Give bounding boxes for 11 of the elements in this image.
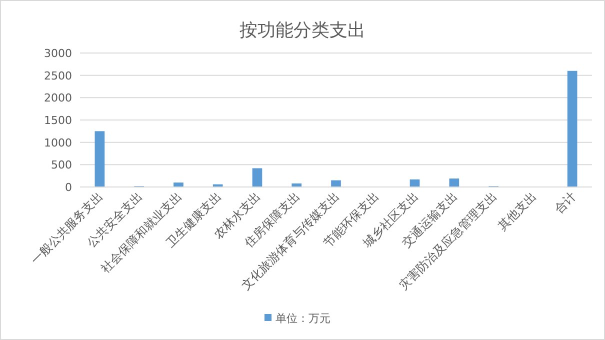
y-tick-label: 1000 [44, 136, 72, 150]
x-tick-label: 其他支出 [495, 189, 540, 234]
legend-label: 单位：万元 [276, 312, 330, 325]
y-tick-label: 2500 [44, 69, 72, 82]
y-tick-label: 2000 [44, 92, 72, 105]
y-tick-label: 3000 [44, 47, 72, 60]
chart-title: 按功能分类支出 [240, 20, 366, 41]
y-tick-label: 1500 [44, 114, 72, 127]
x-tick-label: 合计 [552, 189, 578, 216]
y-tick-label: 500 [51, 158, 72, 172]
y-tick-label: 0 [65, 181, 72, 194]
